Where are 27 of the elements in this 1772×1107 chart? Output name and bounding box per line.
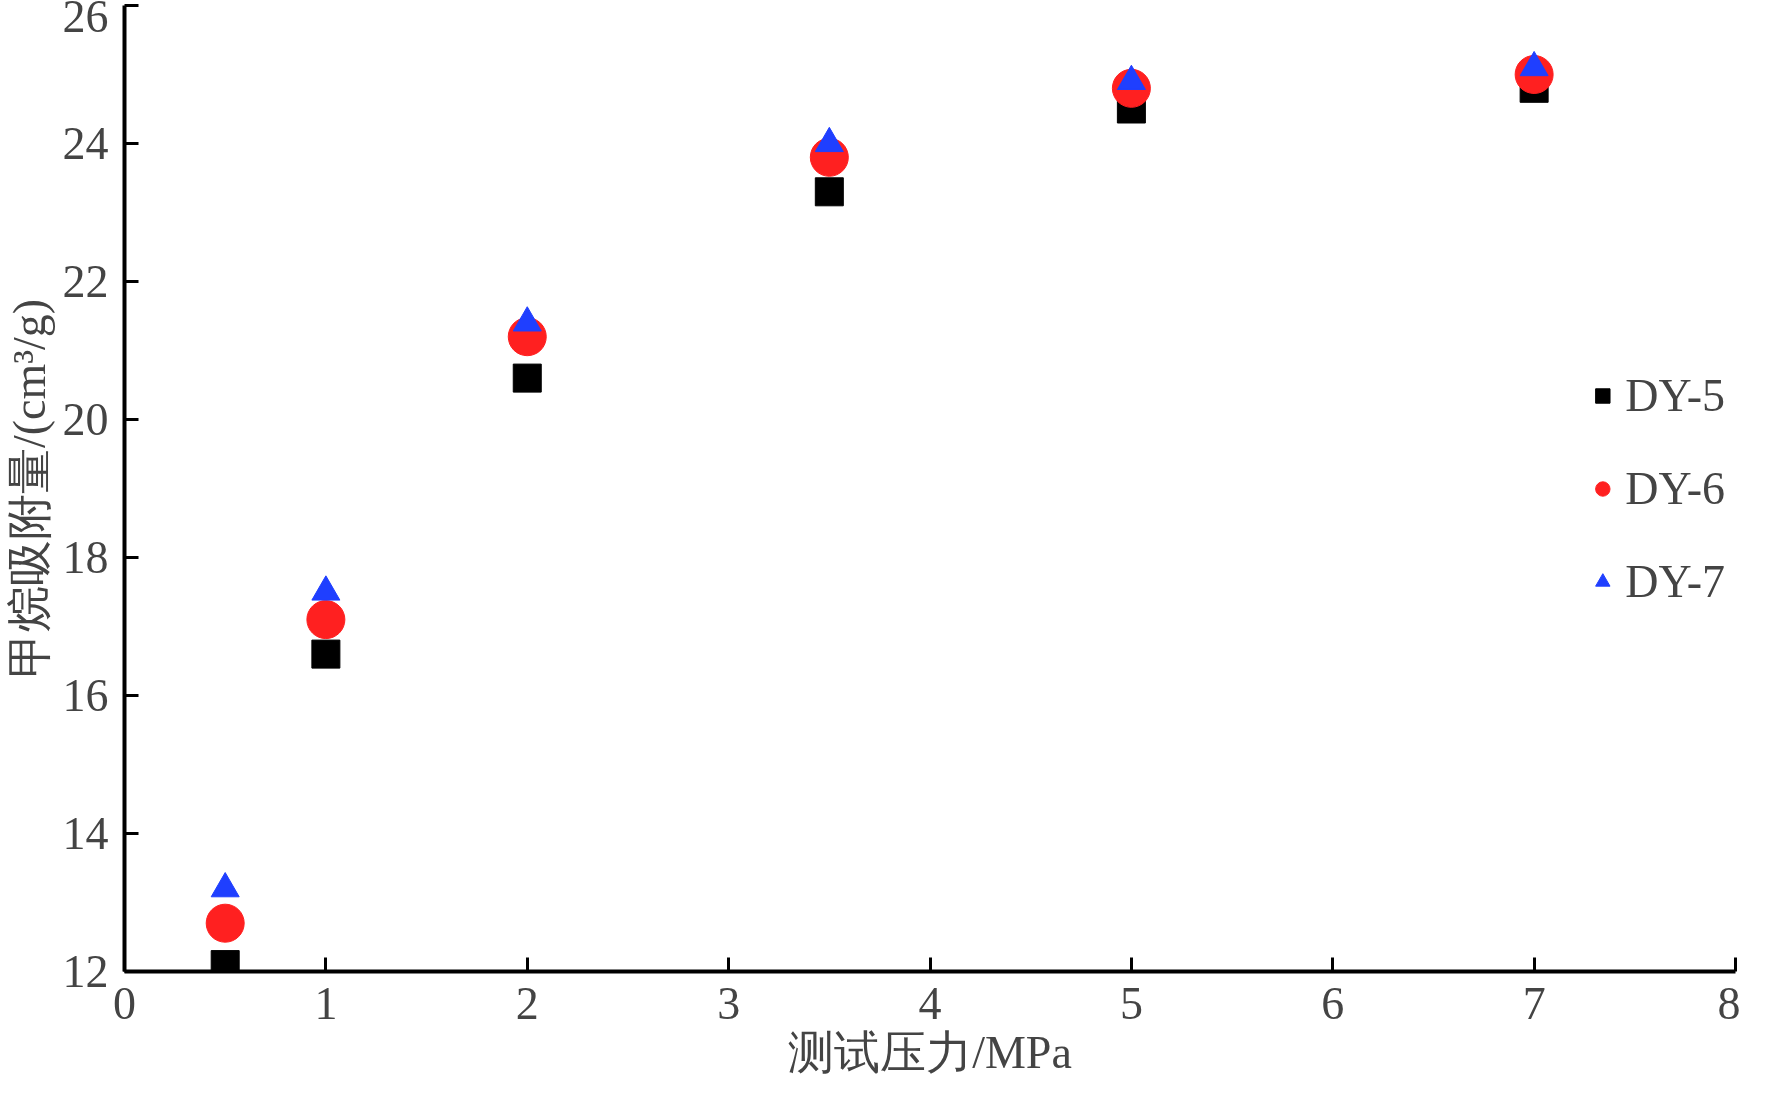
point bbox=[512, 363, 542, 393]
point bbox=[814, 177, 844, 207]
x-tick-label: 3 bbox=[717, 977, 741, 1029]
y-tick-label: 18 bbox=[62, 532, 109, 583]
x-axis-title: 测试压力/MPa bbox=[788, 1026, 1072, 1078]
y-tick-label: 22 bbox=[62, 256, 109, 307]
y-tick-label: 20 bbox=[62, 394, 109, 445]
legend-label: DY-6 bbox=[1625, 461, 1725, 515]
x-tick-label: 7 bbox=[1522, 977, 1546, 1029]
legend-label: DY-5 bbox=[1625, 368, 1725, 422]
x-tick-label: 1 bbox=[314, 977, 338, 1029]
x-tick-label: 2 bbox=[515, 977, 539, 1029]
x-tick-label: 8 bbox=[1717, 977, 1741, 1029]
point bbox=[205, 903, 245, 943]
y-tick-label: 12 bbox=[62, 946, 109, 997]
y-tick-label: 14 bbox=[62, 808, 109, 859]
x-tick-label: 5 bbox=[1119, 977, 1143, 1029]
x-tick-label: 6 bbox=[1321, 977, 1345, 1029]
legend-label: DY-7 bbox=[1625, 554, 1725, 608]
y-tick-label: 26 bbox=[62, 0, 109, 42]
y-tick-label: 24 bbox=[62, 118, 109, 169]
x-tick-label: 4 bbox=[918, 977, 942, 1029]
x-tick-label: 0 bbox=[113, 977, 136, 1029]
point bbox=[306, 600, 346, 640]
point bbox=[311, 639, 341, 669]
y-axis-title: 甲烷吸附量/(cm³/g) bbox=[3, 298, 55, 679]
y-tick-label: 16 bbox=[62, 670, 109, 721]
